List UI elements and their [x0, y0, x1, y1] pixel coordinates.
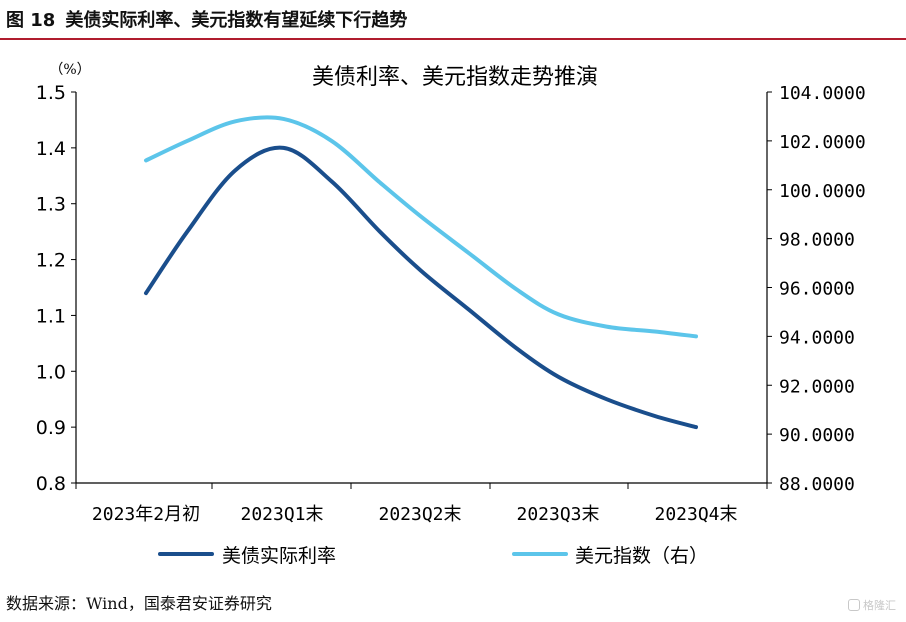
watermark: 格隆汇 [848, 597, 896, 613]
source-note: 数据来源：Wind，国泰君安证券研究 [6, 594, 272, 613]
left-axis-unit: （%） [49, 62, 90, 78]
left-tick-label: 1.4 [36, 138, 66, 160]
left-tick-label: 1.5 [36, 82, 66, 104]
left-tick-label: 0.9 [36, 417, 66, 439]
legend-label: 美元指数（右） [575, 545, 708, 567]
legend: 美债实际利率 美元指数（右） [158, 545, 708, 567]
x-tick-label: 2023Q3末 [516, 504, 599, 525]
right-tick-label: 90.0000 [779, 425, 855, 446]
series-lines [144, 115, 698, 430]
right-tick-label: 88.0000 [779, 474, 855, 495]
right-tick-label: 102.0000 [779, 132, 866, 153]
x-tick-label: 2023Q2末 [378, 504, 461, 525]
right-tick-label: 104.0000 [779, 83, 866, 104]
series-line-dollar-index [144, 115, 698, 339]
figure-header: 图 18 美债实际利率、美元指数有望延续下行趋势 [6, 6, 407, 32]
left-tick-label: 1.2 [36, 250, 66, 272]
header-divider [0, 38, 906, 40]
chart-title: 美债利率、美元指数走势推演 [312, 65, 598, 90]
left-tick-label: 1.1 [36, 305, 66, 327]
watermark-text: 格隆汇 [863, 599, 896, 612]
right-tick-label: 100.0000 [779, 181, 866, 202]
right-tick-label: 98.0000 [779, 230, 855, 251]
left-tick-label: 0.8 [36, 473, 66, 495]
right-tick-label: 94.0000 [779, 327, 855, 348]
legend-label: 美债实际利率 [222, 545, 336, 567]
series-line-real-rate [144, 145, 698, 430]
right-tick-label: 96.0000 [779, 279, 855, 300]
left-tick-label: 1.3 [36, 194, 66, 216]
x-tick-label: 2023Q1末 [240, 504, 323, 525]
x-tick-label: 2023Q4末 [654, 504, 737, 525]
line-chart: （%） 美债利率、美元指数走势推演 0.8 0.9 1.0 1.1 1.2 1.3 1.4 1… [36, 62, 866, 567]
right-tick-label: 92.0000 [779, 376, 855, 397]
figure-caption: 美债实际利率、美元指数有望延续下行趋势 [65, 10, 408, 31]
figure-number: 图 18 [6, 10, 56, 31]
x-tick-label: 2023年2月初 [92, 504, 200, 525]
axes: 0.8 0.9 1.0 1.1 1.2 1.3 1.4 1.5 88.0000 90.0000 92… [36, 82, 866, 525]
left-tick-label: 1.0 [36, 361, 66, 383]
watermark-logo-icon [848, 599, 860, 611]
